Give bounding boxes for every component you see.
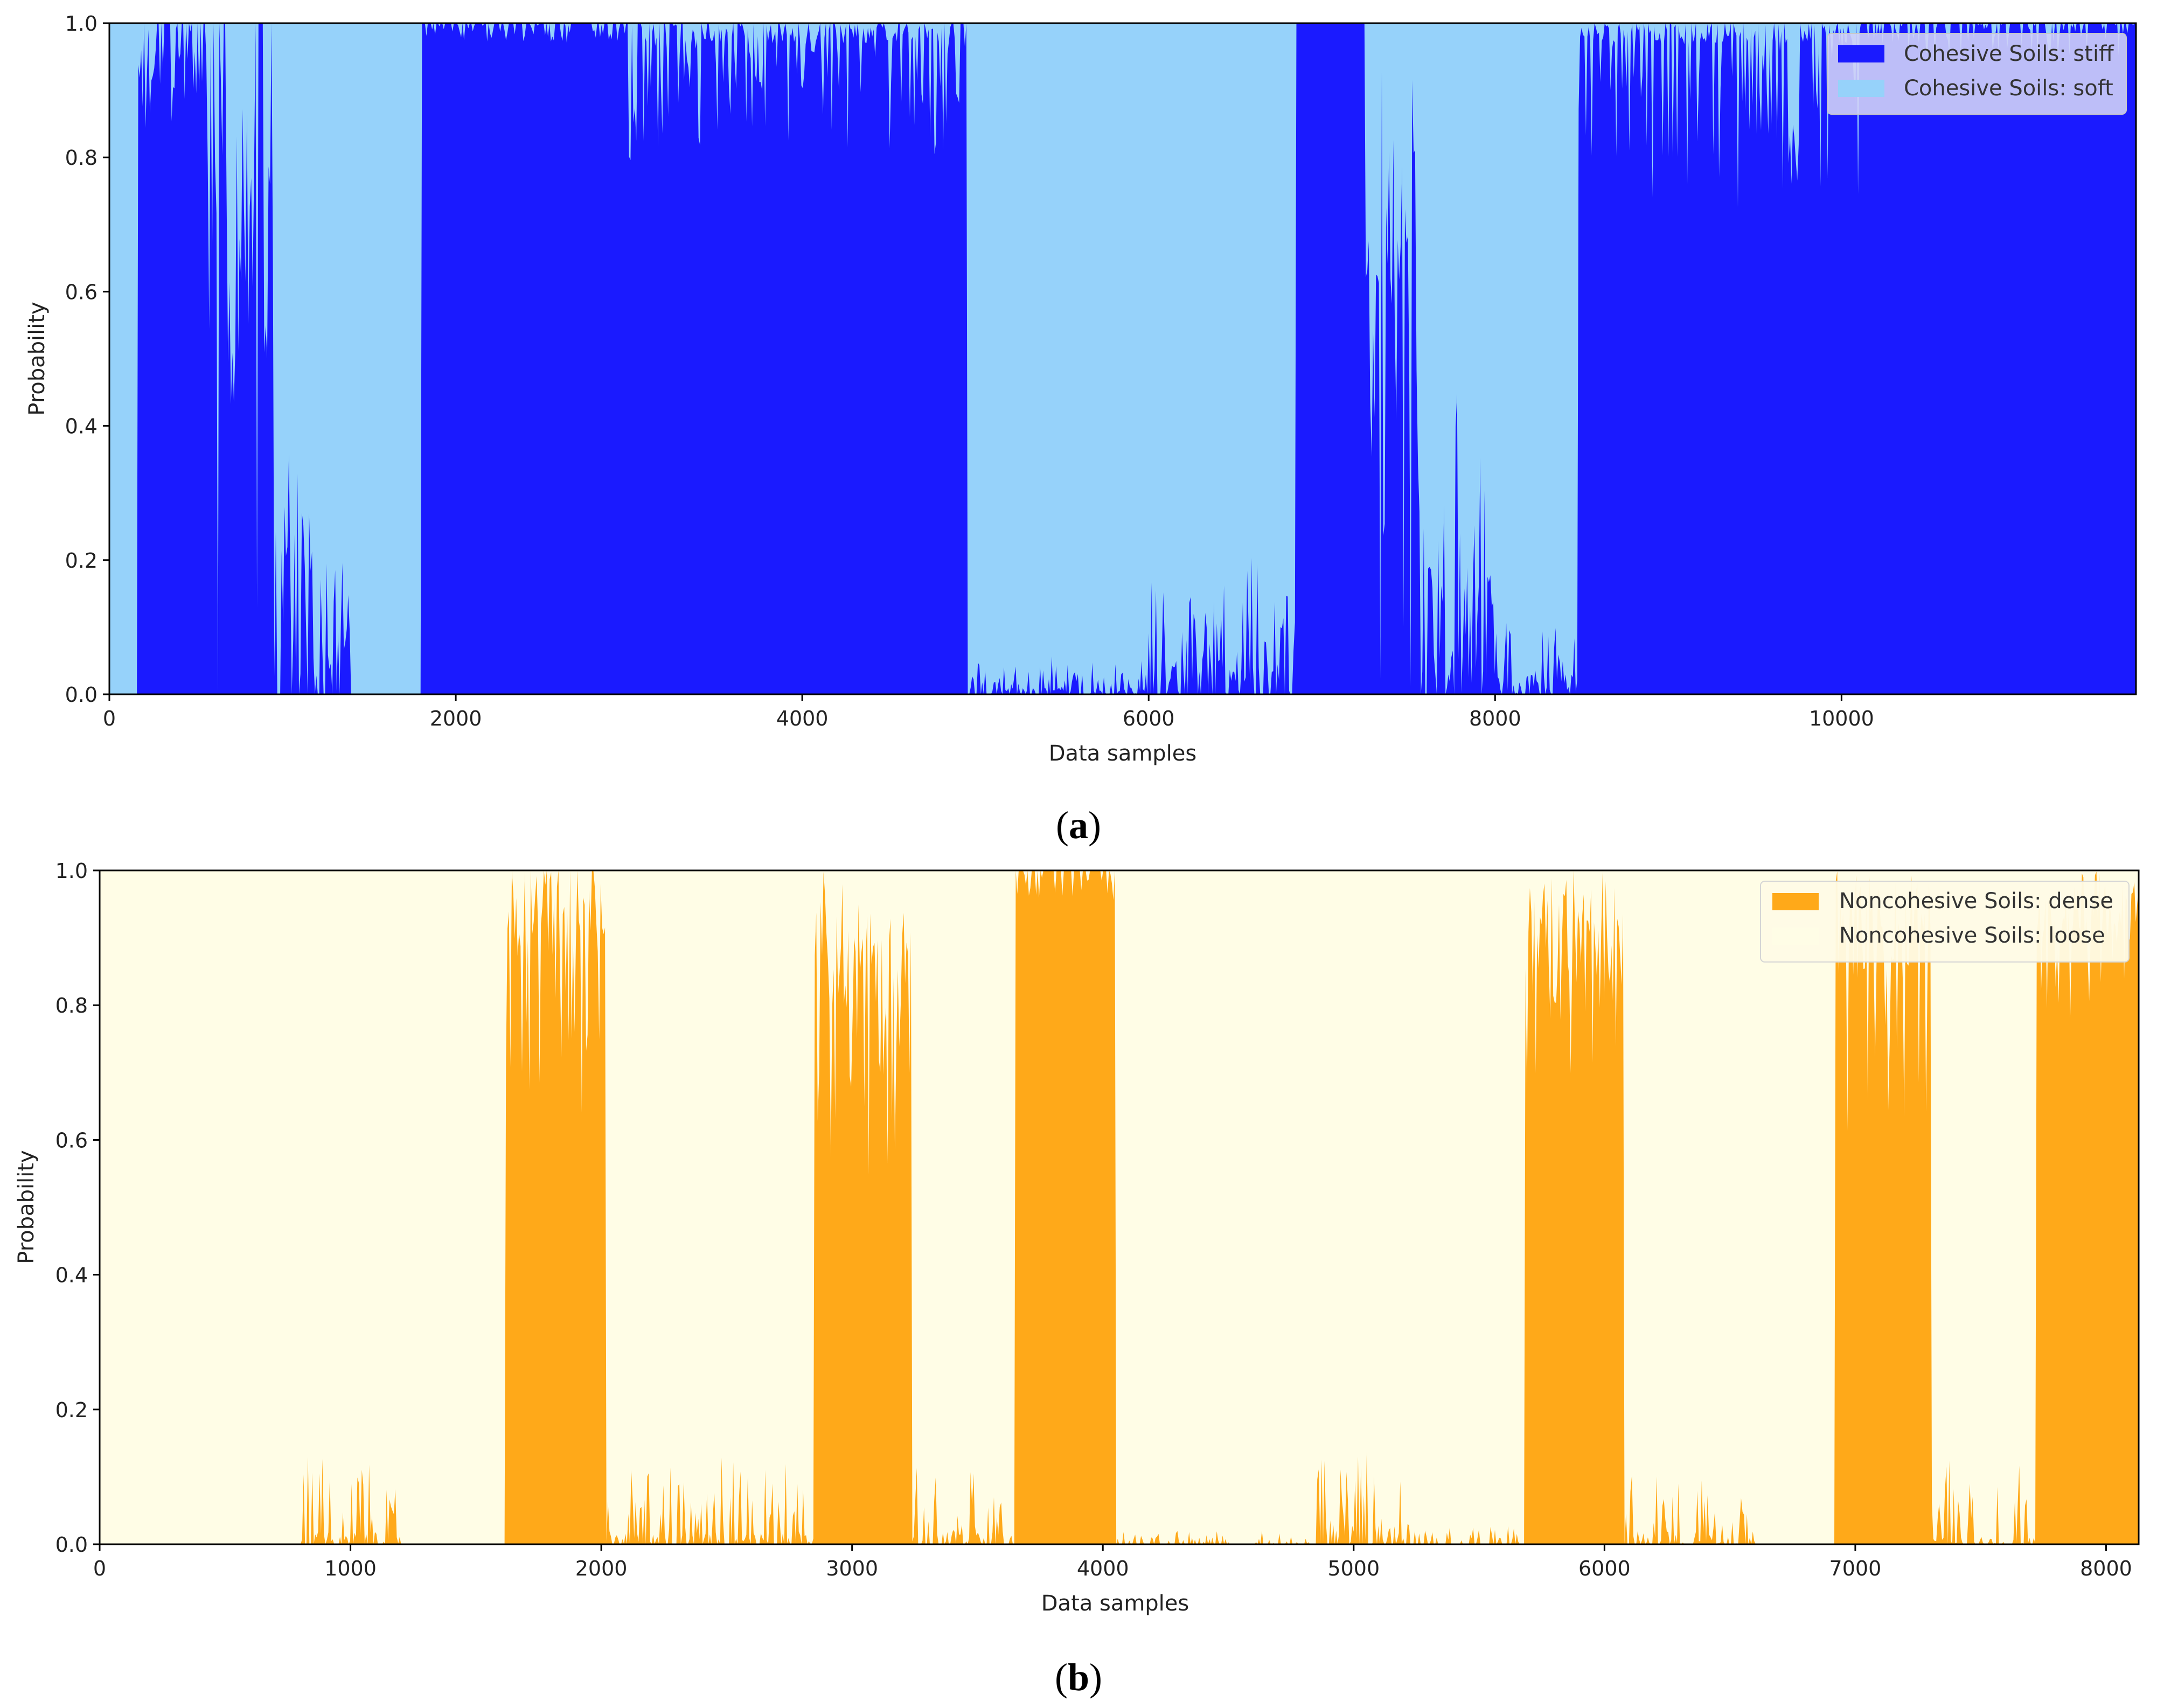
- y-tick-label: 0.8: [65, 146, 98, 170]
- x-tick-label: 1000: [324, 1557, 377, 1580]
- x-axis-label: Data samples: [1049, 741, 1197, 766]
- y-tick-label: 0.6: [65, 280, 98, 304]
- panel-caption-b: (b): [1055, 1656, 1102, 1699]
- y-tick-label: 0.0: [65, 683, 98, 707]
- plot-frame: [108, 22, 2137, 695]
- x-tick-label: 6000: [1578, 1557, 1631, 1580]
- legend-swatch-soft: [1838, 80, 1884, 97]
- y-tick-label: 0.2: [55, 1398, 88, 1422]
- y-axis-ticks: 0.0 0.2 0.4 0.6 0.8 1.0: [65, 12, 109, 707]
- x-axis-ticks: 0 2000 4000 6000 8000 10000: [103, 694, 1874, 730]
- x-tick-label: 10000: [1809, 707, 1874, 730]
- legend-label-dense: Noncohesive Soils: dense: [1839, 889, 2113, 914]
- panel-b: 0.0 0.2 0.4 0.6 0.8 1.0 0 1000 2000 3000 4000 5000…: [14, 859, 2140, 1699]
- x-tick-label: 0: [103, 707, 116, 730]
- x-tick-label: 6000: [1123, 707, 1175, 730]
- y-tick-label: 0.0: [55, 1533, 88, 1557]
- x-tick-label: 2000: [575, 1557, 628, 1580]
- legend: Noncohesive Soils: dense Noncohesive Soi…: [1760, 881, 2130, 963]
- y-axis-label: Probability: [14, 1150, 39, 1264]
- legend-swatch-stiff: [1838, 45, 1884, 62]
- y-tick-label: 0.4: [65, 415, 98, 438]
- panel-caption-a: (a): [1056, 804, 1101, 847]
- y-tick-label: 0.2: [65, 549, 98, 573]
- x-tick-label: 3000: [826, 1557, 878, 1580]
- plot-area-background: [100, 870, 2139, 1544]
- x-tick-label: 4000: [1077, 1557, 1129, 1580]
- legend-box: [1827, 33, 2127, 115]
- legend: Cohesive Soils: stiff Cohesive Soils: so…: [1827, 33, 2127, 115]
- x-axis-label: Data samples: [1041, 1591, 1189, 1616]
- series-area-noncohesive-dense: [100, 870, 2139, 1544]
- plot-frame: [99, 869, 2140, 1545]
- x-tick-label: 0: [93, 1557, 106, 1580]
- panel-a: 0.0 0.2 0.4 0.6 0.8 1.0 0 2000 4000 6000 8000 1000…: [25, 12, 2137, 847]
- y-axis-label: Probability: [25, 302, 50, 415]
- legend-box: [1760, 881, 2130, 963]
- series-area-cohesive-stiff: [109, 23, 2136, 694]
- legend-label-soft: Cohesive Soils: soft: [1904, 76, 2113, 101]
- x-tick-label: 8000: [1469, 707, 1521, 730]
- x-tick-label: 2000: [430, 707, 482, 730]
- legend-label-loose: Noncohesive Soils: loose: [1839, 923, 2105, 948]
- legend-label-stiff: Cohesive Soils: stiff: [1904, 41, 2114, 66]
- y-tick-label: 0.4: [55, 1264, 88, 1287]
- x-tick-label: 5000: [1327, 1557, 1380, 1580]
- legend-swatch-dense: [1772, 893, 1819, 910]
- y-tick-label: 0.8: [55, 994, 88, 1017]
- x-tick-label: 8000: [2080, 1557, 2132, 1580]
- y-tick-label: 0.6: [55, 1128, 88, 1152]
- x-axis-ticks: 0 1000 2000 3000 4000 5000 6000 7000 8000: [93, 1544, 2132, 1580]
- x-tick-label: 7000: [1829, 1557, 1882, 1580]
- y-tick-label: 1.0: [55, 859, 88, 883]
- x-tick-label: 4000: [776, 707, 829, 730]
- y-axis-ticks: 0.0 0.2 0.4 0.6 0.8 1.0: [55, 859, 100, 1557]
- y-tick-label: 1.0: [65, 12, 98, 36]
- legend-swatch-loose: [1772, 928, 1819, 945]
